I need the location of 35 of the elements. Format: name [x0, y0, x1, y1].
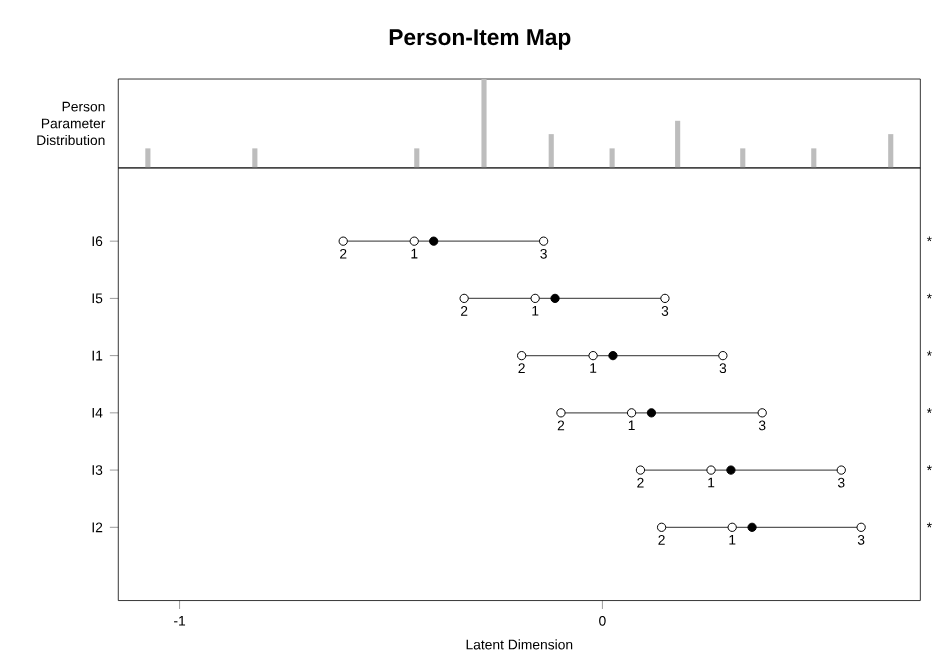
bar — [252, 148, 258, 169]
point — [727, 522, 737, 533]
point — [856, 522, 866, 533]
point — [757, 408, 767, 418]
point — [516, 351, 527, 361]
bar — [609, 148, 615, 169]
bar — [811, 148, 817, 169]
point — [538, 236, 549, 246]
point — [656, 522, 667, 533]
point — [836, 465, 846, 475]
bar — [145, 148, 151, 169]
point — [646, 408, 657, 418]
point — [626, 408, 637, 418]
point — [660, 293, 670, 304]
bar — [740, 148, 746, 169]
point — [588, 351, 598, 361]
point — [530, 293, 540, 304]
point — [718, 351, 728, 361]
bar — [548, 134, 554, 169]
bar — [414, 148, 420, 169]
point — [706, 465, 716, 475]
chart-title: Person-Item Map — [389, 29, 571, 50]
point — [608, 351, 618, 361]
bar — [675, 120, 681, 169]
point — [550, 293, 560, 304]
bar — [481, 79, 487, 169]
point — [429, 236, 439, 246]
point — [459, 293, 469, 304]
point — [747, 522, 757, 533]
point — [726, 465, 736, 475]
point — [409, 236, 419, 246]
point — [635, 465, 646, 475]
point — [556, 408, 566, 418]
bar — [888, 134, 894, 169]
point — [338, 236, 348, 246]
